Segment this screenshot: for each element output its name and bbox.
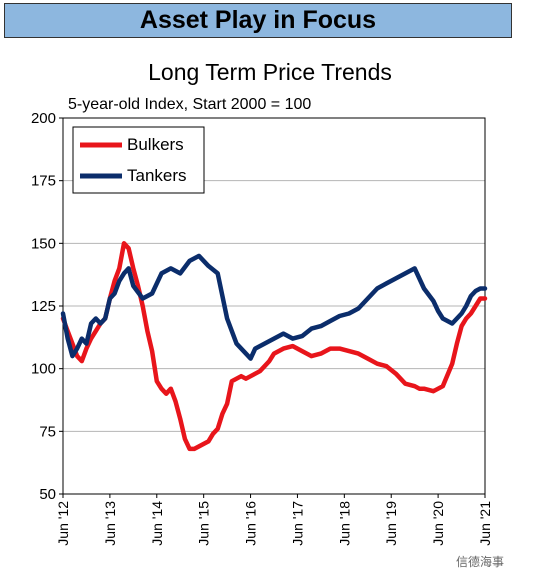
y-tick-label: 100 [31, 361, 56, 378]
chart-subtitle: 5-year-old Index, Start 2000 = 100 [68, 96, 311, 113]
x-tick-label: Jun '18 [336, 501, 352, 546]
legend: Bulkers Tankers [72, 126, 205, 194]
legend-label-tankers: Tankers [127, 166, 187, 185]
x-tick-label: Jun '17 [289, 501, 305, 546]
series-lines [60, 241, 488, 452]
series-line-tankers [60, 253, 488, 361]
x-tick-label: Jun '19 [383, 501, 399, 546]
grid [63, 180, 485, 432]
y-tick-label: 175 [31, 173, 56, 190]
x-tick-label: Jun '21 [477, 501, 493, 546]
y-tick-label: 75 [39, 423, 56, 440]
x-tick-label: Jun '13 [102, 501, 118, 546]
y-tick-label: 200 [31, 110, 56, 127]
x-axis-ticks: Jun '12 Jun '13 Jun '14 Jun '15 Jun '16 Jun '… [55, 494, 493, 546]
x-tick-label: Jun '15 [196, 501, 212, 546]
x-tick-label: Jun '12 [55, 501, 71, 546]
series-line-bulkers [60, 241, 488, 452]
plot-frame [62, 117, 486, 495]
banner-title: Asset Play in Focus [4, 3, 512, 38]
y-axis-ticks: 50 75 100 125 150 175 200 [31, 110, 63, 503]
x-tick-label: Jun '20 [430, 501, 446, 546]
chart-title: Long Term Price Trends [148, 59, 392, 85]
y-tick-label: 150 [31, 235, 56, 252]
x-tick-label: Jun '16 [243, 501, 259, 546]
x-tick-label: Jun '14 [149, 501, 165, 546]
legend-label-bulkers: Bulkers [127, 135, 184, 154]
legend-box [72, 126, 205, 194]
y-tick-label: 50 [39, 486, 56, 503]
y-tick-label: 125 [31, 298, 56, 315]
watermark-text: 信德海事 [456, 554, 504, 569]
